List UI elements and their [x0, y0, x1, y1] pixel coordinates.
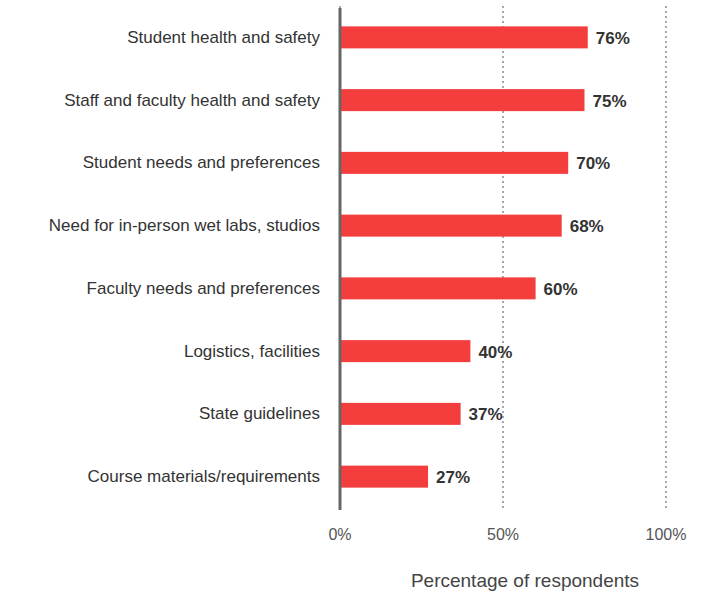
bar [340, 340, 470, 362]
category-label: Need for in-person wet labs, studios [49, 216, 320, 235]
axis-line [339, 8, 342, 510]
data-label: 27% [436, 468, 470, 487]
bar [340, 277, 536, 299]
category-label: State guidelines [199, 404, 320, 423]
tick-label: 100% [646, 526, 687, 543]
tick-label: 50% [487, 526, 519, 543]
data-label: 68% [570, 217, 604, 236]
data-label: 37% [469, 405, 503, 424]
category-label: Course materials/requirements [88, 467, 320, 486]
data-label: 60% [544, 280, 578, 299]
bar [340, 215, 562, 237]
category-label: Faculty needs and preferences [87, 279, 320, 298]
category-labels: Student health and safety Staff and facul… [49, 28, 321, 486]
bar [340, 89, 585, 111]
bars [340, 26, 588, 487]
bar [340, 466, 428, 488]
data-label: 40% [478, 343, 512, 362]
tick-label: 0% [328, 526, 351, 543]
category-label: Logistics, facilities [184, 342, 320, 361]
chart-svg: Student health and safety Staff and facul… [0, 0, 706, 602]
chart-container: Student health and safety Staff and facul… [0, 0, 706, 602]
category-label: Staff and faculty health and safety [64, 91, 320, 110]
category-label: Student needs and preferences [83, 153, 320, 172]
category-label: Student health and safety [127, 28, 320, 47]
grid [340, 6, 666, 510]
grid-line [665, 6, 667, 510]
grid-line [502, 6, 504, 510]
data-label: 75% [593, 92, 627, 111]
tick-labels: 0% 50% 100% [328, 526, 686, 543]
bar [340, 403, 461, 425]
data-label: 70% [576, 154, 610, 173]
bar [340, 26, 588, 48]
data-label: 76% [596, 29, 630, 48]
data-labels: 76% 75% 70% 68% 60% 40% 37% 27% [436, 29, 630, 487]
grid-line [339, 6, 341, 510]
axis-title: Percentage of respondents [411, 570, 639, 591]
bar [340, 152, 568, 174]
